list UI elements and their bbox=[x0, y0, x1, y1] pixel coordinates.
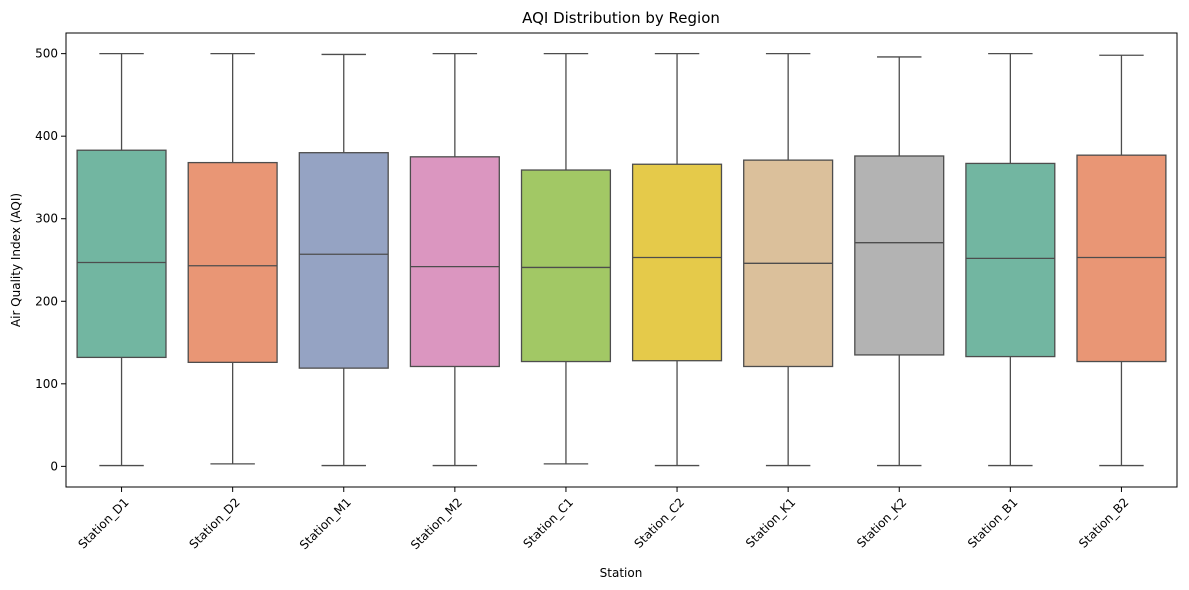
box-Station_M1 bbox=[298, 53, 389, 467]
iqr-box bbox=[409, 156, 500, 368]
x-tick-label: Station_B1 bbox=[965, 495, 1021, 551]
x-tick-label: Station_C1 bbox=[520, 495, 576, 551]
x-tick-label: Station_M1 bbox=[297, 495, 354, 552]
x-tick-label: Station_B2 bbox=[1076, 495, 1132, 551]
y-tick-label: 300 bbox=[35, 212, 58, 226]
iqr-box bbox=[631, 163, 723, 362]
box-Station_B1 bbox=[965, 52, 1056, 467]
y-tick-label: 0 bbox=[50, 459, 58, 473]
y-tick-label: 500 bbox=[35, 47, 58, 61]
x-axis-label: Station bbox=[600, 566, 643, 580]
plot-frame bbox=[65, 32, 1178, 488]
x-axis: Station_D1 Station_D2 Station_M1 Station_M2… bbox=[75, 487, 1132, 552]
box-Station_C1 bbox=[520, 52, 612, 465]
box-Station_C2 bbox=[631, 52, 723, 467]
x-tick-label: Station_K1 bbox=[743, 495, 798, 550]
box-Station_K1 bbox=[743, 52, 834, 467]
box-Station_B2 bbox=[1076, 54, 1167, 467]
iqr-box bbox=[520, 169, 612, 363]
box-Station_K2 bbox=[854, 56, 945, 467]
y-axis: 0 100 200 300 400 500 bbox=[35, 47, 66, 473]
x-tick-label: Station_C2 bbox=[632, 495, 688, 551]
iqr-box bbox=[1076, 154, 1167, 363]
iqr-box bbox=[187, 161, 278, 364]
y-tick-label: 200 bbox=[35, 294, 58, 308]
y-tick-label: 400 bbox=[35, 129, 58, 143]
boxes-layer bbox=[76, 52, 1167, 467]
x-tick-label: Station_M2 bbox=[408, 495, 465, 552]
iqr-box bbox=[854, 155, 945, 356]
iqr-box bbox=[965, 162, 1056, 358]
y-tick-label: 100 bbox=[35, 377, 58, 391]
iqr-box bbox=[298, 152, 389, 369]
iqr-box bbox=[76, 149, 167, 359]
box-Station_M2 bbox=[409, 52, 500, 467]
x-tick-label: Station_K2 bbox=[854, 495, 909, 550]
box-Station_D1 bbox=[76, 52, 167, 467]
chart-title: AQI Distribution by Region bbox=[522, 9, 720, 27]
x-tick-label: Station_D2 bbox=[187, 495, 243, 551]
box-Station_D2 bbox=[187, 52, 278, 465]
x-tick-label: Station_D1 bbox=[75, 495, 131, 551]
y-axis-label: Air Quality Index (AQI) bbox=[9, 193, 23, 327]
